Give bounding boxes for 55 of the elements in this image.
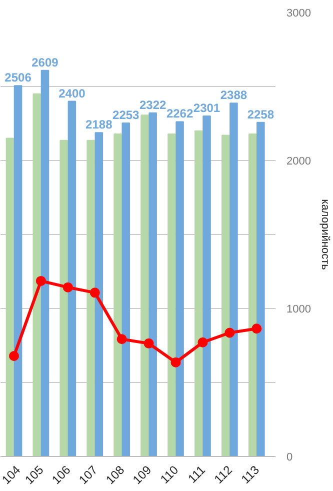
data-label: 2388 <box>220 88 248 102</box>
x-tick-label: 109 <box>130 462 154 487</box>
point <box>170 357 181 368</box>
data-label: 2609 <box>32 55 59 70</box>
y-tick-label: 1000 <box>286 304 311 316</box>
point <box>144 338 154 348</box>
bar <box>230 102 238 456</box>
bar <box>94 132 104 456</box>
x-tick-label: 113 <box>238 462 262 486</box>
bar <box>202 115 211 456</box>
point <box>90 288 100 298</box>
y-tick-label: 0 <box>286 452 293 464</box>
bar <box>60 140 68 456</box>
point <box>62 282 73 292</box>
data-label: 2262 <box>166 106 194 121</box>
bar <box>176 121 184 456</box>
data-label: 2253 <box>112 108 140 122</box>
data-label: 2258 <box>247 107 274 122</box>
data-label: 2188 <box>86 118 113 132</box>
point <box>116 334 127 344</box>
x-tick-label: 110 <box>158 462 182 486</box>
bar <box>221 134 230 456</box>
data-label: 2506 <box>4 70 32 85</box>
bar <box>68 100 76 456</box>
bar <box>248 134 257 456</box>
data-label: 2400 <box>58 86 86 100</box>
data-label: 2322 <box>139 98 166 112</box>
x-tick-label: 107 <box>76 462 100 487</box>
point <box>252 324 262 334</box>
bar <box>256 122 265 456</box>
x-tick-label: 104 <box>0 462 24 487</box>
y-axis-title: калорийность <box>318 199 331 270</box>
x-tick-label: 105 <box>22 462 46 487</box>
x-tick-label: 112 <box>212 462 236 486</box>
x-tick-label: 106 <box>49 462 74 487</box>
bar <box>6 138 14 456</box>
bar <box>114 134 122 456</box>
point <box>36 276 46 286</box>
data-label: 2301 <box>193 100 220 115</box>
y-tick-label: 3000 <box>286 8 311 20</box>
bar <box>40 70 50 456</box>
bar <box>122 122 130 456</box>
bar <box>194 130 203 456</box>
x-tick-label: 108 <box>103 462 128 487</box>
x-tick-label: 111 <box>185 462 208 486</box>
bar <box>168 134 176 456</box>
bar <box>140 114 149 456</box>
point <box>8 351 19 361</box>
point <box>224 328 235 338</box>
point <box>198 337 208 348</box>
bar <box>32 93 42 456</box>
bar <box>14 85 22 456</box>
bar <box>148 112 157 456</box>
y-tick-label: 2000 <box>286 156 311 168</box>
bar <box>86 140 95 456</box>
